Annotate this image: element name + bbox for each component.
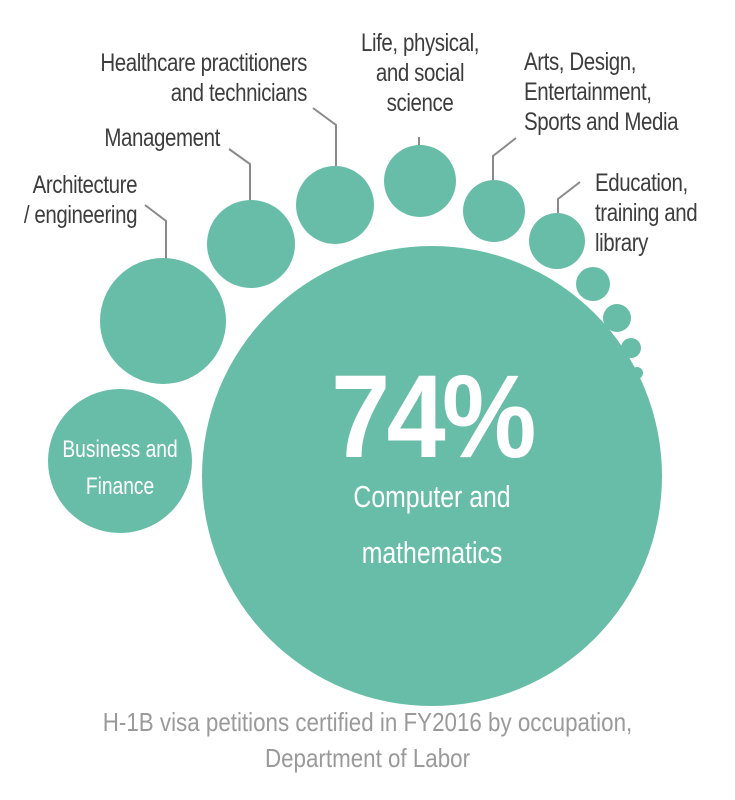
- main-category-line2: mathematics: [361, 535, 503, 570]
- bubble-other: [576, 267, 610, 301]
- chart-caption: H-1B visa petitions certified in FY2016 …: [0, 704, 735, 776]
- main-bubble-text: 74% Computer and mathematics: [232, 358, 632, 574]
- bubbles: [48, 145, 662, 706]
- main-category-line1: Computer and: [353, 479, 511, 514]
- bubble-arts: [463, 180, 525, 242]
- leader-architecture: [144, 204, 167, 260]
- bubble-other: [649, 447, 653, 451]
- label-healthcare: Healthcare practitioners and technicians: [100, 48, 307, 108]
- label-arts: Arts, Design, Entertainment, Sports and …: [524, 47, 679, 137]
- label-line: science: [386, 89, 454, 117]
- business-bubble-text: Business and Finance: [20, 431, 220, 505]
- label-line: training and: [595, 199, 698, 227]
- leader-healthcare: [312, 107, 337, 166]
- label-line: Arts, Design,: [524, 48, 637, 76]
- label-line: and social: [375, 59, 465, 87]
- caption-line1: H-1B visa petitions certified in FY2016 …: [102, 707, 633, 737]
- leader-management: [228, 148, 251, 201]
- caption-line2: Department of Labor: [264, 743, 471, 773]
- bubble-other: [631, 367, 643, 379]
- leader-lines: [144, 107, 581, 260]
- leader-arts: [492, 137, 517, 181]
- bubble-other: [649, 474, 653, 478]
- bubble-computer-math: [202, 246, 662, 706]
- bubble-other: [642, 404, 648, 410]
- bubble-other: [648, 433, 652, 437]
- label-line: Sports and Media: [524, 108, 679, 136]
- leader-education: [557, 181, 581, 213]
- label-line: Entertainment,: [524, 78, 652, 106]
- label-education: Education, training and library: [595, 168, 698, 258]
- label-architecture: Architecture / engineering: [23, 170, 138, 230]
- business-line1: Business and: [62, 436, 178, 463]
- bubble-healthcare: [296, 166, 374, 244]
- bubble-other: [638, 388, 646, 396]
- label-line: Life, physical,: [360, 29, 480, 57]
- main-percentage: 74%: [331, 351, 536, 483]
- bubble-life-science: [384, 145, 456, 217]
- label-line: Education,: [595, 169, 688, 197]
- label-management: Management: [104, 123, 220, 153]
- label-line: Architecture: [32, 171, 138, 199]
- label-line: Management: [104, 124, 220, 152]
- label-line: Healthcare practitioners: [100, 49, 307, 77]
- bubble-education: [529, 213, 585, 269]
- bubble-other: [621, 338, 641, 358]
- label-line: library: [595, 229, 648, 257]
- bubble-other: [650, 461, 654, 465]
- bubble-architecture: [100, 258, 226, 384]
- label-line: and technicians: [170, 79, 308, 107]
- bubble-business-finance: [48, 389, 192, 533]
- bubble-other: [603, 304, 631, 332]
- bubble-management: [207, 200, 295, 288]
- business-line2: Finance: [85, 473, 155, 500]
- label-line: / engineering: [23, 201, 138, 229]
- bubble-other: [645, 418, 651, 424]
- label-life-science: Life, physical, and social science: [338, 28, 502, 118]
